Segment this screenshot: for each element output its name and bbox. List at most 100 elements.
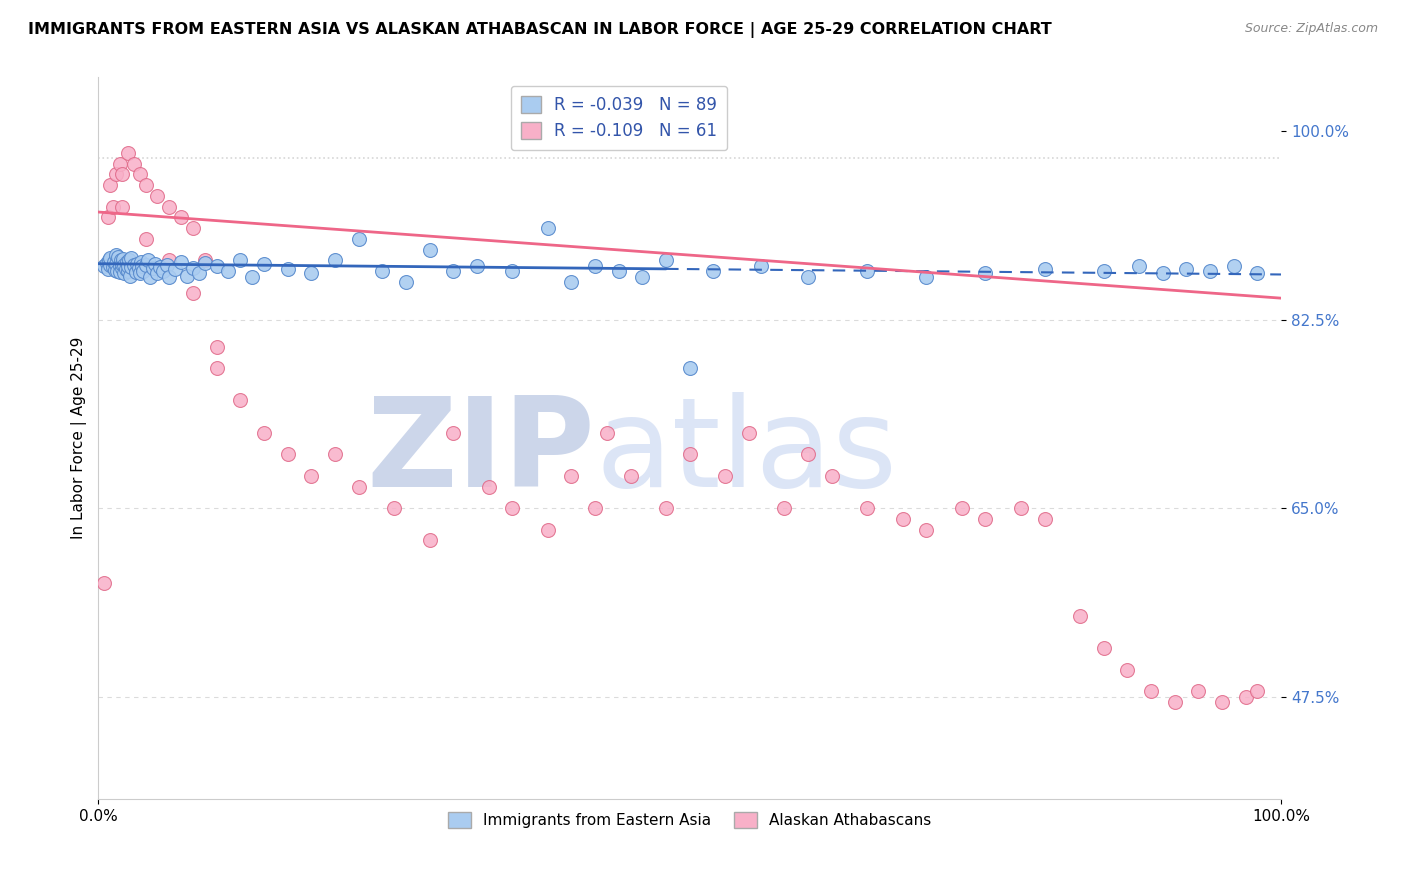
Point <box>441 425 464 440</box>
Point <box>1092 264 1115 278</box>
Point <box>149 260 172 274</box>
Point <box>146 267 169 281</box>
Point <box>156 258 179 272</box>
Point <box>537 221 560 235</box>
Point <box>1175 262 1198 277</box>
Point <box>655 501 678 516</box>
Point <box>93 259 115 273</box>
Point <box>135 178 157 193</box>
Point <box>797 269 820 284</box>
Point <box>679 447 702 461</box>
Point <box>1010 501 1032 516</box>
Point <box>117 259 139 273</box>
Text: atlas: atlas <box>595 392 897 513</box>
Point <box>501 501 523 516</box>
Point <box>181 285 204 300</box>
Point <box>277 262 299 277</box>
Point <box>382 501 405 516</box>
Point <box>1140 684 1163 698</box>
Point <box>323 447 346 461</box>
Point <box>112 267 135 281</box>
Point <box>974 267 997 281</box>
Text: ZIP: ZIP <box>367 392 595 513</box>
Point <box>128 267 150 281</box>
Point <box>104 263 127 277</box>
Point <box>157 269 180 284</box>
Point <box>108 265 131 279</box>
Point <box>1033 262 1056 277</box>
Point <box>501 264 523 278</box>
Point <box>749 259 772 273</box>
Point <box>143 257 166 271</box>
Point <box>139 269 162 284</box>
Point <box>714 468 737 483</box>
Point <box>478 479 501 493</box>
Point <box>1199 264 1222 278</box>
Point <box>120 268 142 283</box>
Point <box>165 262 187 277</box>
Point <box>537 523 560 537</box>
Point <box>142 260 165 275</box>
Point <box>560 468 582 483</box>
Point <box>1152 267 1174 281</box>
Point <box>631 269 654 284</box>
Point <box>773 501 796 516</box>
Point <box>560 275 582 289</box>
Point <box>152 264 174 278</box>
Point <box>105 264 128 278</box>
Point <box>98 258 121 272</box>
Point <box>122 258 145 272</box>
Point <box>132 264 155 278</box>
Point <box>1234 690 1257 704</box>
Point <box>1246 267 1268 281</box>
Point <box>619 468 641 483</box>
Point <box>465 259 488 273</box>
Point <box>299 468 322 483</box>
Point <box>1033 512 1056 526</box>
Legend: Immigrants from Eastern Asia, Alaskan Athabascans: Immigrants from Eastern Asia, Alaskan At… <box>441 806 938 835</box>
Point <box>111 260 134 275</box>
Point <box>371 264 394 278</box>
Point <box>1187 684 1209 698</box>
Point <box>347 232 370 246</box>
Point <box>107 250 129 264</box>
Point <box>93 576 115 591</box>
Point <box>146 189 169 203</box>
Point <box>702 264 724 278</box>
Point <box>117 145 139 160</box>
Point <box>105 257 128 271</box>
Point <box>418 533 440 548</box>
Point <box>596 425 619 440</box>
Point <box>129 254 152 268</box>
Point <box>821 468 844 483</box>
Point <box>118 253 141 268</box>
Point <box>97 262 120 277</box>
Point <box>441 264 464 278</box>
Point <box>105 167 128 181</box>
Point <box>170 254 193 268</box>
Point <box>679 361 702 376</box>
Point <box>1246 684 1268 698</box>
Point <box>950 501 973 516</box>
Point <box>112 258 135 272</box>
Point <box>101 260 124 274</box>
Point <box>655 253 678 268</box>
Point <box>128 167 150 181</box>
Point <box>108 259 131 273</box>
Point <box>117 264 139 278</box>
Point <box>128 260 150 275</box>
Point <box>121 252 143 266</box>
Point <box>797 447 820 461</box>
Point <box>97 211 120 225</box>
Point <box>115 254 138 268</box>
Point <box>253 257 276 271</box>
Point <box>277 447 299 461</box>
Point <box>891 512 914 526</box>
Point <box>1069 608 1091 623</box>
Point <box>187 267 209 281</box>
Point <box>105 248 128 262</box>
Point <box>114 262 136 277</box>
Point <box>1211 695 1233 709</box>
Point <box>323 253 346 268</box>
Point <box>418 243 440 257</box>
